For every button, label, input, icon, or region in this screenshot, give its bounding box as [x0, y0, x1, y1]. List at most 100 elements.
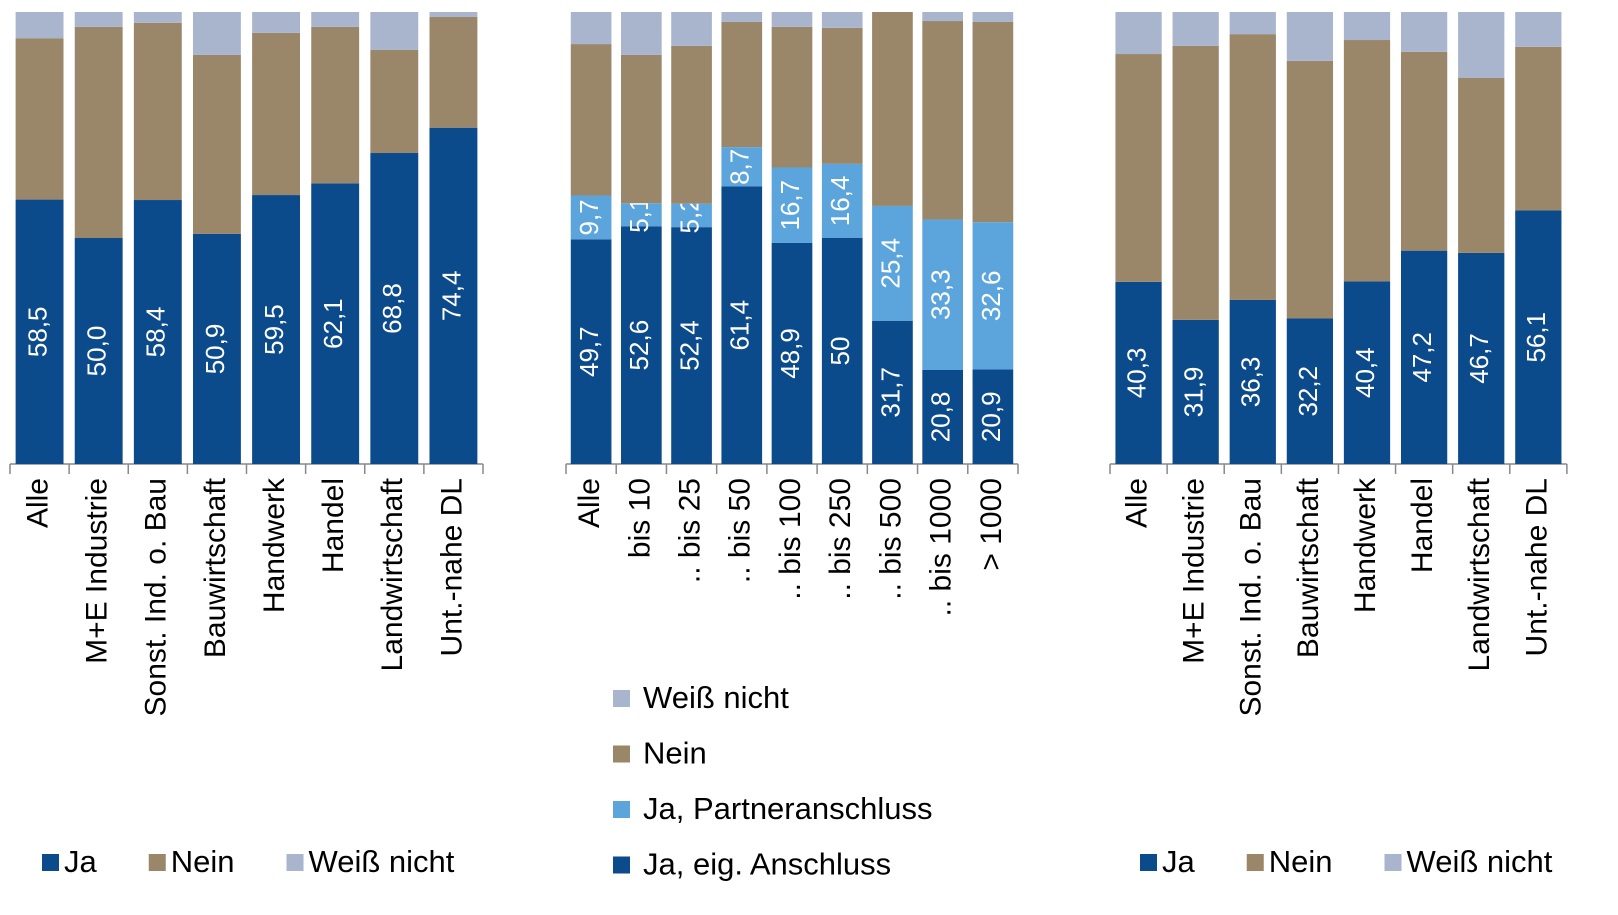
- bar-segment: [570, 239, 612, 464]
- value-label: 16,4: [825, 176, 855, 227]
- x-tick-label: Alle: [1120, 478, 1153, 528]
- value-label: 50: [825, 337, 855, 366]
- x-tick-label: Handel: [1406, 478, 1439, 573]
- bar-segment: [821, 163, 863, 238]
- bar-segment: [821, 12, 863, 28]
- value-label: 62,1: [318, 298, 348, 349]
- x-tick-label: M+E Industrie: [81, 478, 114, 664]
- legend-swatch: [613, 856, 630, 874]
- bar-segment: [74, 12, 123, 27]
- bar-segment: [1172, 319, 1219, 464]
- x-tick-label: Sonst. Ind. o. Bau: [140, 478, 173, 717]
- value-label: 8,7: [725, 149, 755, 185]
- bar-segment: [1343, 12, 1391, 41]
- value-label: 16,7: [775, 180, 805, 231]
- bar-segment: [74, 26, 123, 238]
- bar-segment: [1343, 40, 1391, 282]
- x-tick-label: Bauwirtschaft: [1292, 477, 1325, 658]
- bar-segment: [429, 12, 478, 17]
- x-tick-label: Unt.-nahe DL: [1520, 478, 1553, 656]
- x-tick-label: .. bis 25: [673, 478, 706, 583]
- bar-segment: [133, 200, 182, 465]
- bar-segment: [192, 233, 241, 464]
- legend-label: Nein: [1269, 844, 1333, 879]
- x-tick-label: > 1000: [975, 478, 1008, 571]
- bar-segment: [771, 26, 813, 168]
- bar-segment: [1115, 281, 1162, 464]
- value-label: 32,2: [1293, 366, 1323, 417]
- bar-segment: [972, 12, 1014, 22]
- value-label: 9,7: [574, 199, 604, 235]
- value-label: 20,9: [976, 391, 1006, 442]
- bar-segment: [133, 12, 182, 23]
- bar-segment: [311, 183, 360, 465]
- legend-swatch: [613, 801, 630, 818]
- bar-segment: [15, 199, 64, 464]
- x-tick-label: Landwirtschaft: [376, 477, 409, 671]
- legend-swatch: [42, 854, 59, 871]
- bar-segment: [1229, 12, 1276, 35]
- legend-swatch: [1384, 854, 1402, 871]
- bar-segment: [570, 44, 612, 196]
- bar-segment: [1515, 46, 1562, 211]
- bar-segment: [620, 54, 662, 204]
- x-tick-label: Sonst. Ind. o. Bau: [1235, 478, 1268, 717]
- value-label: 56,1: [1521, 312, 1551, 363]
- bar-segment: [721, 147, 763, 187]
- bar-segment: [922, 21, 964, 220]
- value-label: 40,4: [1350, 347, 1380, 398]
- value-label: 31,7: [875, 367, 905, 418]
- bar-segment: [133, 22, 182, 201]
- bar-segment: [1286, 60, 1334, 319]
- value-label: 33,3: [926, 269, 956, 320]
- bar-segment: [671, 203, 712, 228]
- bar-segment: [671, 12, 712, 46]
- bar-segment: [721, 12, 763, 22]
- chart-3: 40,3 Alle 31,9 M+E Industrie 36,3 Sonst. Ind.…: [1109, 12, 1568, 879]
- legend-label: Ja, eig. Anschluss: [643, 847, 891, 882]
- bar-segment: [771, 12, 813, 27]
- x-tick-label: bis 10: [623, 478, 656, 558]
- legend-label: Nein: [643, 736, 707, 771]
- legend-swatch: [1140, 854, 1157, 871]
- bar-segment: [1458, 77, 1505, 253]
- bar-segment: [620, 226, 662, 464]
- bar-segment: [1400, 250, 1448, 464]
- bar-segment: [252, 12, 301, 33]
- bar-segment: [1172, 12, 1219, 46]
- bar-segment: [1115, 54, 1162, 282]
- bar-segment: [1400, 51, 1448, 251]
- x-tick-label: Alle: [573, 478, 606, 528]
- legend-swatch: [613, 745, 630, 763]
- bar-segment: [429, 127, 478, 464]
- bar-segment: [821, 27, 863, 164]
- legend-swatch: [148, 854, 166, 871]
- legend-label: Ja, Partneranschluss: [643, 791, 932, 826]
- bar-segment: [1229, 299, 1276, 464]
- value-label: 68,8: [377, 283, 407, 334]
- value-label: 50,0: [82, 326, 112, 377]
- bar-segment: [1343, 281, 1391, 464]
- x-tick-label: Handwerk: [1349, 477, 1382, 613]
- value-label: 32,6: [976, 271, 1006, 322]
- value-label: 58,5: [22, 306, 52, 357]
- bar-segment: [721, 186, 763, 465]
- bar-segment: [1286, 318, 1334, 464]
- bar-segment: [570, 12, 612, 45]
- bar-segment: [15, 38, 64, 200]
- bar-segment: [1515, 12, 1562, 47]
- bar-segment: [370, 49, 419, 154]
- value-label: 47,2: [1407, 332, 1437, 383]
- x-tick-label: .. bis 50: [724, 478, 757, 583]
- value-label: 74,4: [436, 271, 466, 322]
- bar-segment: [370, 12, 419, 50]
- value-label: 49,7: [574, 326, 604, 377]
- legend-label: Nein: [171, 844, 235, 879]
- bar-segment: [872, 320, 913, 464]
- value-label: 31,9: [1179, 367, 1209, 418]
- x-tick-label: Handwerk: [258, 477, 291, 613]
- bar-segment: [311, 26, 360, 184]
- value-label: 40,3: [1121, 348, 1151, 399]
- legend-label: Ja: [64, 844, 98, 879]
